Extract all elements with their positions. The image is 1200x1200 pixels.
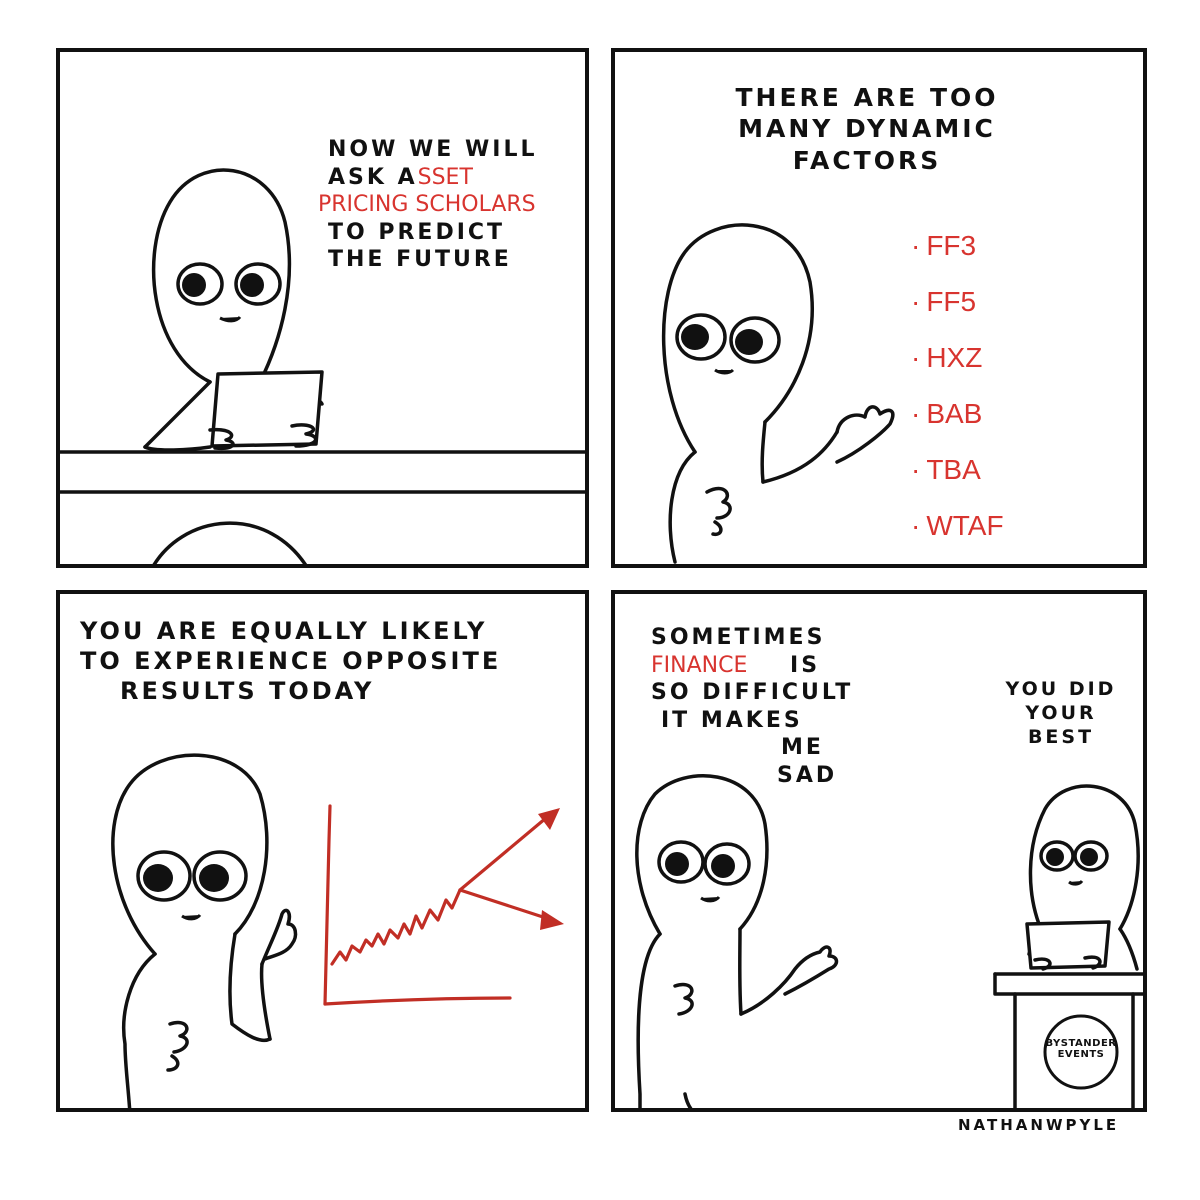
- speech-line: TO EXPERIENCE OPPOSITE: [80, 647, 502, 675]
- speech-line: SO DIFFICULT: [651, 680, 854, 705]
- factor-list-item: · FF3: [911, 230, 977, 261]
- logo-text: BYSTANDER EVENTS: [1045, 1038, 1117, 1060]
- highlight-line: PRICING SCHOLARS: [318, 192, 536, 217]
- comic-panel-1: NOW WE WILL ASK ASSET PRICING SCHOLARS T…: [56, 48, 589, 568]
- highlight-word: FINANCE: [651, 652, 748, 678]
- speech-line: FACTORS: [792, 145, 942, 175]
- alien-at-desk-drawing: [60, 168, 585, 564]
- factor-list-item: · WTAF: [911, 510, 1004, 541]
- factor-list-item: · FF5: [911, 286, 977, 317]
- speech-line: RESULTS TODAY: [120, 677, 375, 705]
- speech-text: YOU ARE EQUALLY LIKELY TO EXPERIENCE OPP…: [80, 616, 585, 706]
- alien-gesturing-drawing: [661, 223, 895, 564]
- speech-text: NOW WE WILL ASK ASSET PRICING SCHOLARS T…: [318, 136, 538, 274]
- comic-panel-3: YOU ARE EQUALLY LIKELY TO EXPERIENCE OPP…: [56, 590, 589, 1112]
- factor-list-item: · TBA: [911, 454, 981, 485]
- speech-line: THE FUTURE: [328, 247, 512, 272]
- factor-list-item: · HXZ: [911, 342, 983, 373]
- speech-line: SOMETIMES: [651, 625, 826, 650]
- two-aliens-drawing: [635, 774, 1143, 1108]
- comic-panel-4: BYSTANDER EVENTS SOMETIMES FINANCE IS SO…: [611, 590, 1147, 1112]
- speech-line: ASK ASSET: [328, 164, 473, 190]
- speech-line: YOU DID: [1005, 678, 1117, 700]
- speech-line: NOW WE WILL: [328, 137, 538, 162]
- speech-line: THERE ARE TOO: [735, 83, 999, 112]
- artist-credit: NATHANWPYLE: [958, 1116, 1120, 1134]
- bystander-events-logo: [1043, 1014, 1119, 1090]
- speech-text: THERE ARE TOO MANY DYNAMIC FACTORS: [687, 82, 1047, 176]
- speech-line: YOU ARE EQUALLY LIKELY: [80, 617, 488, 645]
- speech-line: IT MAKES: [661, 707, 803, 733]
- comic-panel-2: THERE ARE TOO MANY DYNAMIC FACTORS · FF3 …: [611, 48, 1147, 568]
- speech-text-right: YOU DID YOUR BEST: [1001, 678, 1121, 749]
- speech-line: ME: [781, 735, 824, 760]
- speech-line: FINANCE IS: [651, 652, 821, 678]
- speech-line: BEST: [1027, 725, 1095, 748]
- speech-text-left: SOMETIMES FINANCE IS SO DIFFICULT IT MAK…: [651, 624, 853, 789]
- factor-list-item: · BAB: [911, 398, 983, 429]
- speech-line: TO PREDICT: [328, 219, 506, 245]
- alien-pointing-drawing: [111, 753, 564, 1108]
- speech-line: MANY DYNAMIC: [738, 114, 996, 144]
- highlight-word: SSET: [417, 164, 473, 190]
- speech-line: SAD: [777, 762, 838, 788]
- speech-line: YOUR: [1025, 701, 1097, 724]
